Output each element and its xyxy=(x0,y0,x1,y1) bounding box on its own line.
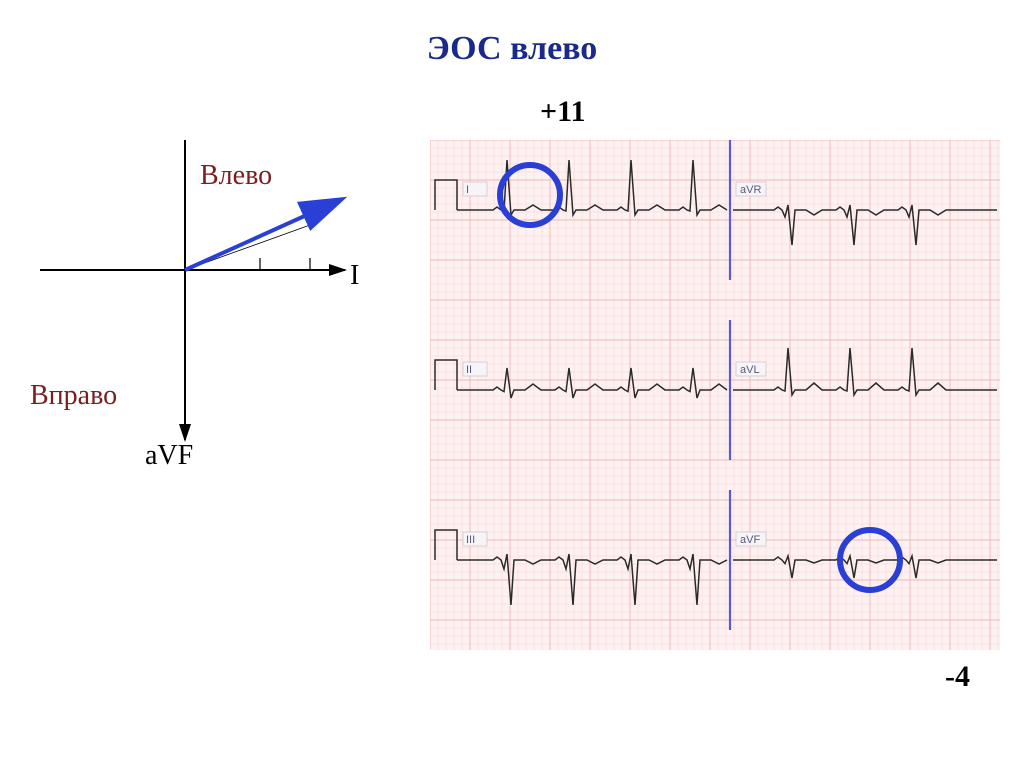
page-title: ЭОС влево xyxy=(0,30,1024,68)
vector-diagram xyxy=(20,130,350,470)
ecg-lead-label-left: III xyxy=(466,534,475,546)
ecg-lead-label-left: I xyxy=(466,184,469,196)
ecg-panel: IaVR II aVL III aVF xyxy=(430,140,1000,650)
ecg-lead-label-right: aVR xyxy=(740,184,761,196)
ecg-lead-label-left: II xyxy=(466,364,472,376)
bottom-value-label: -4 xyxy=(945,660,970,694)
ecg-lead-label-right: aVL xyxy=(740,364,760,376)
top-value-label: +11 xyxy=(540,95,585,129)
ecg-lead-label-right: aVF xyxy=(740,534,760,546)
axis-i-label: I xyxy=(350,260,359,292)
